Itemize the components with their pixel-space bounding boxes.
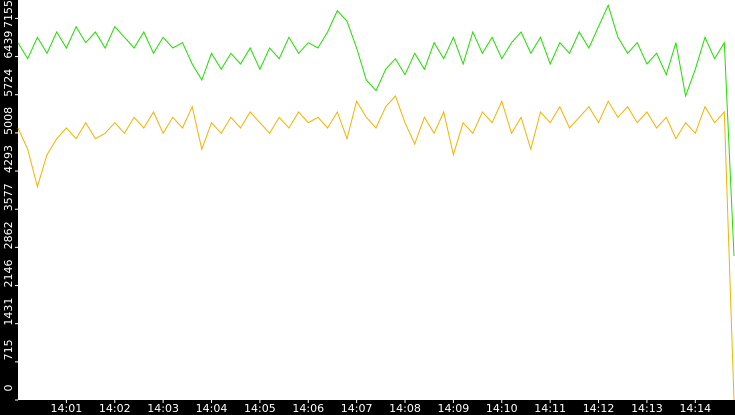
- plot-area: [18, 0, 735, 400]
- y-tick-label: 2146: [2, 260, 15, 288]
- x-tick-label: 14:01: [51, 402, 83, 415]
- x-tick-label: 14:14: [679, 402, 711, 415]
- x-tick-label: 14:10: [486, 402, 518, 415]
- x-tick-label: 14:07: [341, 402, 373, 415]
- y-tick-label: 7155: [2, 0, 15, 28]
- y-tick-label: 2862: [2, 221, 15, 249]
- series-line: [17, 3, 735, 257]
- y-tick-label: 0: [2, 385, 15, 392]
- y-tick-label: 6439: [2, 31, 15, 59]
- x-tick-label: 14:08: [389, 402, 421, 415]
- x-tick-label: 14:05: [244, 402, 276, 415]
- x-tick-label: 14:02: [99, 402, 131, 415]
- x-tick-label: 14:13: [631, 402, 663, 415]
- y-tick-label: 4293: [2, 145, 15, 173]
- x-tick-label: 14:04: [196, 402, 228, 415]
- x-tick-label: 14:06: [292, 402, 324, 415]
- series-line: [17, 95, 735, 401]
- y-tick-label: 1431: [2, 298, 15, 326]
- y-tick-label: 5724: [2, 69, 15, 97]
- y-tick-label: 3577: [2, 183, 15, 211]
- y-tick-label: 5008: [2, 107, 15, 135]
- x-tick-label: 14:11: [534, 402, 566, 415]
- x-tick-label: 14:12: [583, 402, 615, 415]
- y-tick-label: 715: [2, 339, 15, 360]
- x-tick-label: 14:03: [147, 402, 179, 415]
- x-tick-label: 14:09: [438, 402, 470, 415]
